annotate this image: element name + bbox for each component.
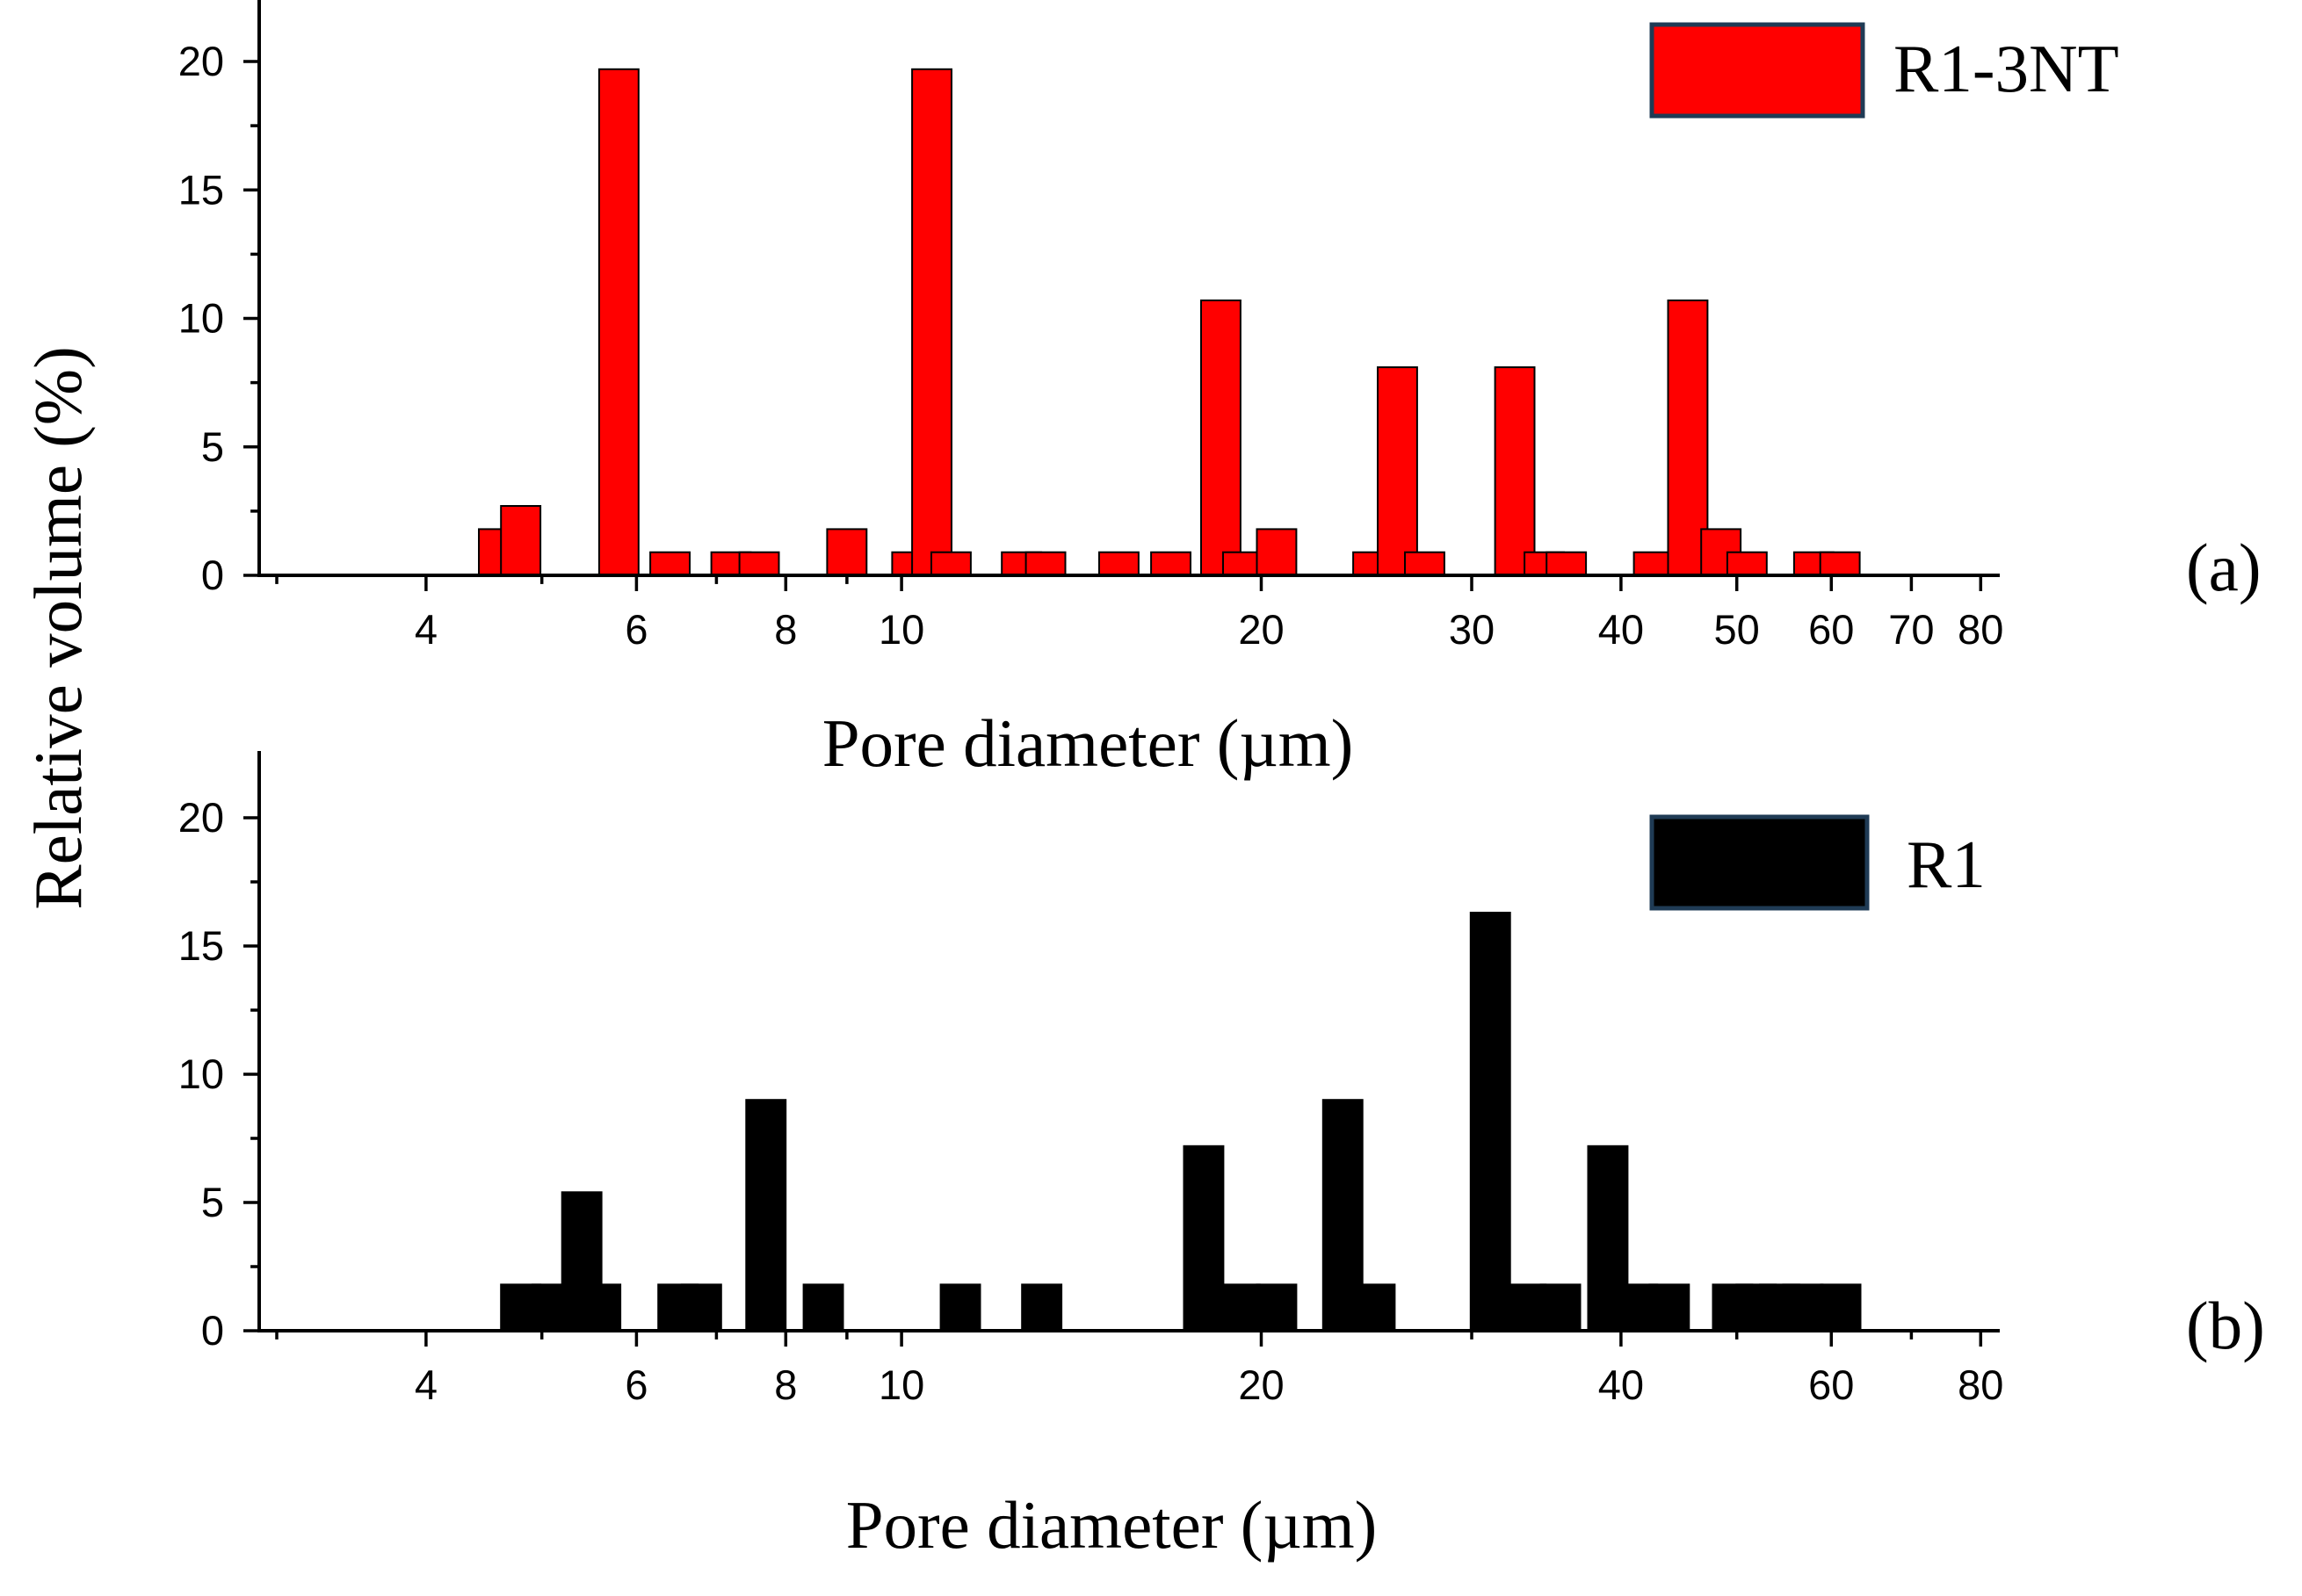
y-tick-label-a: 10 <box>178 295 224 342</box>
bar-a-1 <box>500 505 542 576</box>
bar-b-11 <box>1219 1283 1261 1332</box>
x-tick-label-a: 6 <box>625 606 648 653</box>
bar-a-14 <box>1200 300 1241 576</box>
bar-a-20 <box>1494 366 1536 576</box>
bar-a-8 <box>911 68 952 577</box>
x-tick-label-a: 70 <box>1888 606 1934 653</box>
chart-panel-b: 0 5 10 15 20 4 6 8 10 20 40 60 80 Pore diameter (µm… <box>178 751 2265 1563</box>
x-tick-label-b: 60 <box>1808 1361 1854 1408</box>
bar-b-17 <box>1539 1283 1582 1332</box>
legend-label-r1: R1 <box>1907 827 1986 902</box>
bar-a-13 <box>1150 551 1191 577</box>
y-tick-label-b: 5 <box>201 1179 224 1225</box>
x-axis-title-b: Pore diameter (µm) <box>846 1487 1378 1563</box>
y-tick-label-a: 0 <box>201 552 224 598</box>
x-ticks-a: 4 6 8 10 20 30 40 50 60 70 80 <box>275 575 2003 653</box>
bar-b-5 <box>680 1283 722 1332</box>
bar-a-16 <box>1256 528 1298 577</box>
x-axis-title-a: Pore diameter (µm) <box>822 705 1354 781</box>
y-tick-label-b: 15 <box>178 922 224 969</box>
panel-label-b: (b) <box>2186 1288 2265 1363</box>
x-tick-label-a: 4 <box>415 606 438 653</box>
bar-b-3 <box>580 1283 622 1332</box>
legend-swatch-r1 <box>1649 814 1870 911</box>
x-tick-label-a: 20 <box>1238 606 1284 653</box>
panel-label-a: (a) <box>2186 530 2261 605</box>
y-tick-label-b: 10 <box>178 1051 224 1097</box>
y-ticks-b: 0 5 10 15 20 <box>178 794 259 1354</box>
legend-swatch-r1-3nt <box>1649 22 1865 119</box>
bar-a-19 <box>1404 551 1445 577</box>
y-tick-label-a: 5 <box>201 423 224 470</box>
bars-a <box>478 68 1861 577</box>
bar-b-9 <box>1021 1283 1063 1332</box>
x-ticks-b: 4 6 8 10 20 40 60 80 <box>275 1331 2003 1408</box>
bar-b-7 <box>802 1283 844 1332</box>
y-tick-label-b: 20 <box>178 794 224 841</box>
bar-a-11 <box>1024 551 1067 577</box>
bar-a-5 <box>738 551 780 577</box>
x-tick-label-b: 4 <box>415 1361 438 1408</box>
bar-a-18 <box>1377 366 1418 576</box>
x-tick-label-b: 8 <box>774 1361 797 1408</box>
bar-b-20 <box>1648 1283 1690 1332</box>
y-tick-label-a: 20 <box>178 38 224 84</box>
x-tick-label-a: 10 <box>879 606 924 653</box>
bar-b-25 <box>1820 1283 1862 1332</box>
bar-a-3 <box>649 551 691 577</box>
y-tick-label-a: 15 <box>178 166 224 213</box>
bar-b-15 <box>1469 912 1511 1332</box>
y-ticks-a: 0 5 10 15 20 <box>178 38 259 598</box>
bar-b-24 <box>1782 1283 1824 1332</box>
legend-label-r1-3nt: R1-3NT <box>1893 31 2119 106</box>
x-tick-label-b: 10 <box>879 1361 924 1408</box>
bar-a-12 <box>1098 551 1140 577</box>
bar-a-23 <box>1632 551 1675 577</box>
bar-b-6 <box>745 1099 787 1332</box>
x-tick-label-b: 40 <box>1598 1361 1644 1408</box>
y-axis-title: Relative volume (%) <box>20 346 96 909</box>
bar-a-26 <box>1726 551 1768 577</box>
x-tick-label-a: 30 <box>1449 606 1495 653</box>
bar-a-2 <box>597 68 640 577</box>
bars-b <box>500 912 1862 1332</box>
chart-panel-a: 0 5 10 15 20 4 6 8 10 20 30 40 50 60 70 80 Pore diamet… <box>178 0 2261 781</box>
x-tick-label-b: 20 <box>1238 1361 1284 1408</box>
x-tick-label-a: 80 <box>1958 606 2003 653</box>
bar-b-16 <box>1505 1283 1547 1332</box>
bar-a-28 <box>1819 551 1861 577</box>
bar-a-22 <box>1546 551 1588 577</box>
bar-a-9 <box>930 551 972 577</box>
x-tick-label-a: 50 <box>1714 606 1760 653</box>
bar-b-8 <box>939 1283 981 1332</box>
x-tick-label-b: 80 <box>1958 1361 2003 1408</box>
x-tick-label-a: 8 <box>774 606 797 653</box>
x-tick-label-b: 6 <box>625 1361 648 1408</box>
x-tick-label-a: 40 <box>1598 606 1644 653</box>
y-tick-label-b: 0 <box>201 1307 224 1354</box>
bar-b-14 <box>1354 1283 1396 1332</box>
bar-b-12 <box>1256 1283 1298 1332</box>
bar-a-6 <box>826 528 868 577</box>
x-tick-label-a: 60 <box>1808 606 1854 653</box>
bar-b-10 <box>1183 1145 1225 1332</box>
bar-b-18 <box>1587 1145 1629 1332</box>
